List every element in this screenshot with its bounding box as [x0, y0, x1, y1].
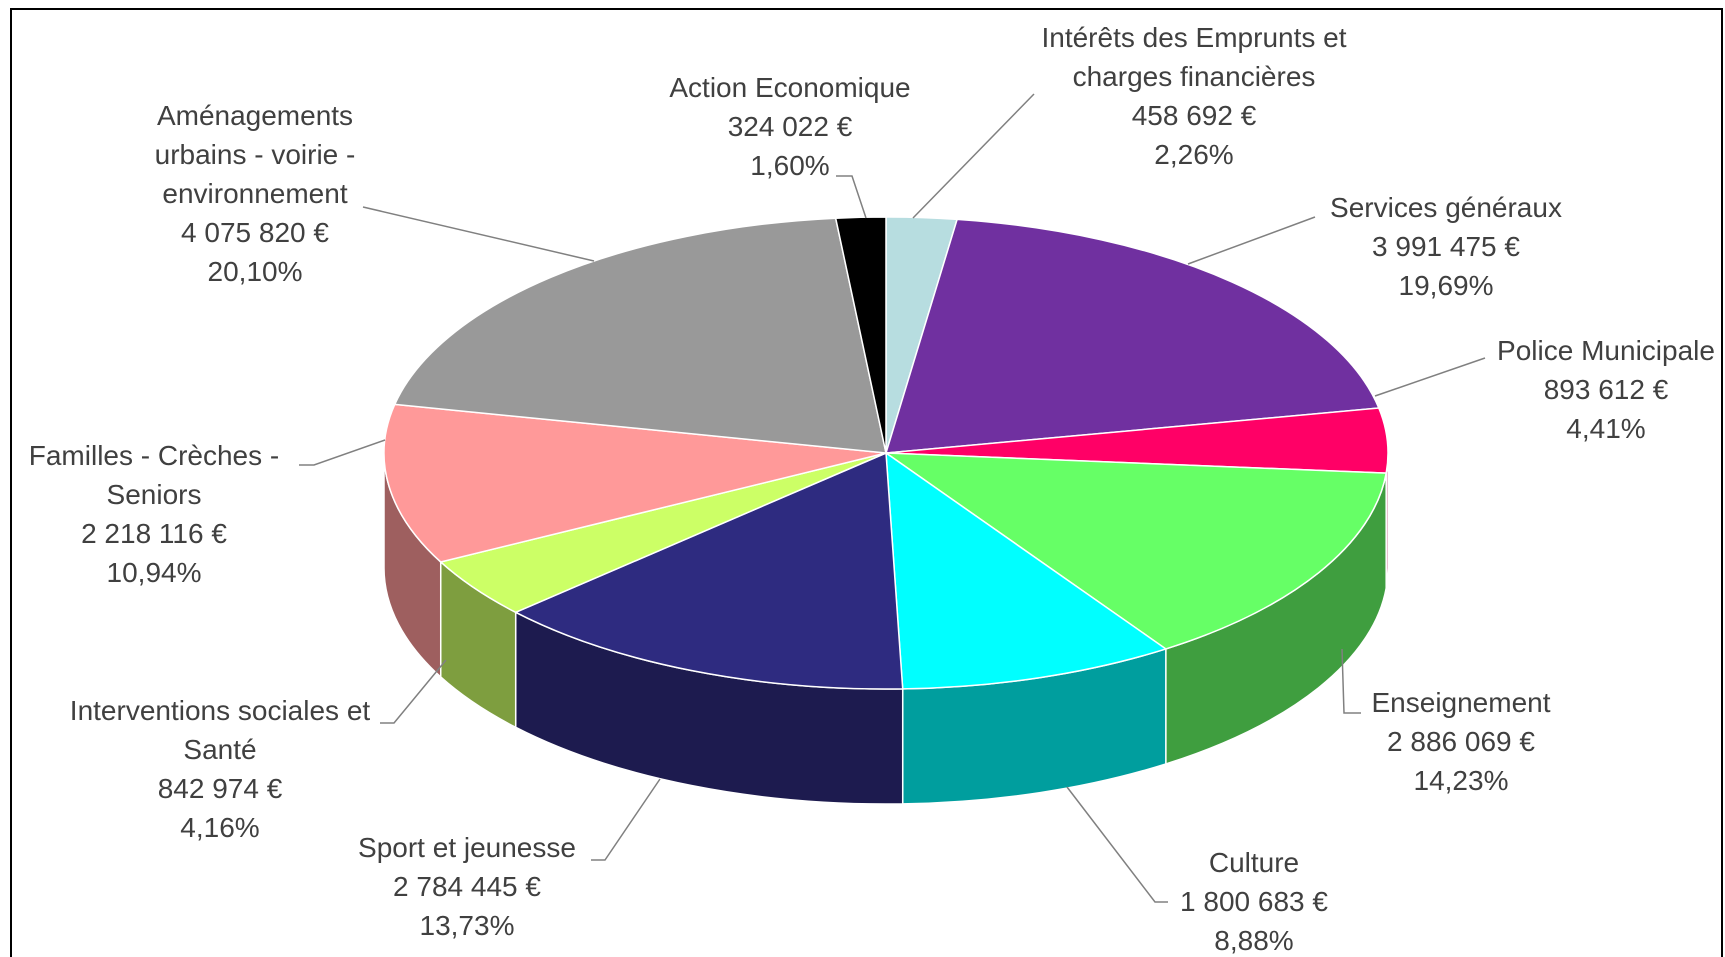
slice — [884, 218, 1380, 454]
data-label: Police Municipale 893 612 € 4,41% — [1497, 331, 1715, 448]
category-label: Aménagements urbains - voirie - environn… — [154, 100, 356, 209]
leader-line — [380, 659, 447, 724]
data-label: Enseignement 2 886 069 € 14,23% — [1371, 683, 1550, 800]
slice — [885, 451, 1168, 690]
slice — [834, 216, 887, 454]
leader-line — [299, 439, 386, 466]
category-label: Interventions sociales et Santé — [69, 695, 371, 765]
value-label: 458 692 € — [1131, 100, 1257, 131]
percent-label: 19,69% — [1398, 270, 1494, 301]
slice — [513, 451, 904, 690]
leader-line — [591, 778, 661, 861]
value-label: 2 218 116 € — [81, 518, 227, 549]
data-label: Familles - Crèches - Seniors 2 218 116 € 1… — [17, 436, 292, 592]
percent-label: 2,26% — [1154, 139, 1234, 170]
percent-label: 14,23% — [1413, 765, 1509, 796]
data-label: Aménagements urbains - voirie - environn… — [130, 96, 380, 291]
slice — [383, 403, 887, 563]
data-label: Intérêts des Emprunts et charges financi… — [1037, 18, 1352, 174]
data-label: Services généraux 3 991 475 € 19,69% — [1330, 188, 1562, 305]
percent-label: 20,10% — [207, 256, 303, 287]
category-label: Familles - Crèches - Seniors — [28, 440, 280, 510]
percent-label: 1,60% — [750, 150, 830, 181]
category-label: Police Municipale — [1497, 335, 1715, 366]
leader-line — [362, 206, 595, 262]
value-label: 324 022 € — [727, 111, 853, 142]
leader-line — [836, 175, 867, 219]
data-label: Action Economique 324 022 € 1,60% — [669, 68, 910, 185]
value-label: 1 800 683 € — [1180, 886, 1328, 917]
value-label: 893 612 € — [1543, 374, 1669, 405]
data-label: Interventions sociales et Santé 842 974 €… — [65, 691, 375, 847]
percent-label: 4,16% — [180, 812, 260, 843]
category-label: Services généraux — [1330, 192, 1562, 223]
value-label: 4 075 820 € — [181, 217, 329, 248]
data-label: Sport et jeunesse 2 784 445 € 13,73% — [358, 828, 576, 945]
percent-label: 13,73% — [419, 910, 515, 941]
category-label: Enseignement — [1371, 687, 1551, 718]
leader-line — [1374, 357, 1486, 397]
data-label: Culture 1 800 683 € 8,88% — [1180, 843, 1328, 957]
value-label: 2 886 069 € — [1387, 726, 1535, 757]
leader-line — [1187, 216, 1316, 265]
frame — [10, 8, 1723, 957]
value-label: 842 974 € — [157, 773, 283, 804]
category-label: Culture — [1208, 847, 1300, 878]
category-label: Sport et jeunesse — [358, 832, 576, 863]
leader-line — [1341, 648, 1361, 714]
category-label: Intérêts des Emprunts et charges financi… — [1041, 22, 1347, 92]
percent-label: 10,94% — [106, 557, 202, 588]
percent-label: 8,88% — [1214, 925, 1294, 956]
category-label: Action Economique — [669, 72, 911, 103]
value-label: 3 991 475 € — [1372, 231, 1520, 262]
value-label: 2 784 445 € — [393, 871, 541, 902]
percent-label: 4,41% — [1566, 413, 1646, 444]
slice — [393, 217, 887, 454]
leader-line — [1066, 786, 1168, 903]
slice — [883, 452, 1388, 650]
leader-line — [912, 93, 1035, 219]
